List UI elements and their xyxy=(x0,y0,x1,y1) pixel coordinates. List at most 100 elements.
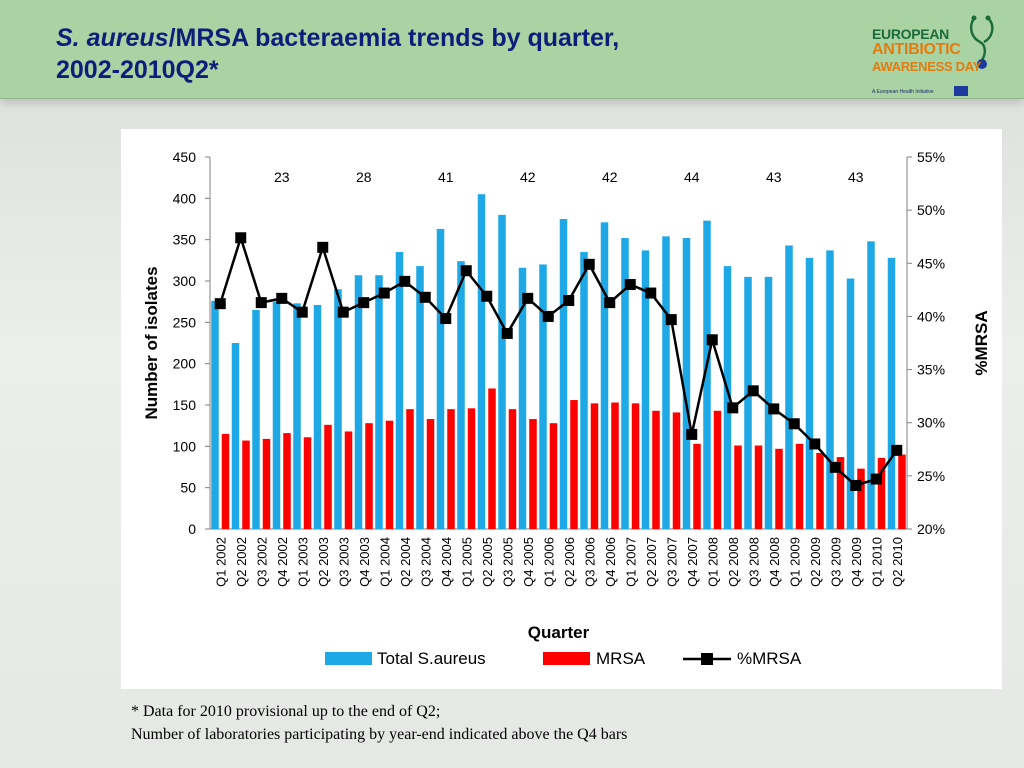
lab-count-annotation: 42 xyxy=(520,169,536,185)
eu-flag-icon xyxy=(954,86,968,96)
bar-mrsa xyxy=(365,423,373,529)
bar-mrsa xyxy=(488,388,496,529)
x-tick-label: Q1 2004 xyxy=(377,537,392,587)
mrsa-percent-point xyxy=(747,385,759,397)
mrsa-percent-point xyxy=(214,298,226,310)
mrsa-percent-point xyxy=(624,279,636,291)
bar-mrsa xyxy=(775,448,783,529)
bar-total-saureus xyxy=(293,303,301,529)
bar-total-saureus xyxy=(252,309,260,529)
bar-total-saureus xyxy=(416,266,424,529)
footnote-line1: * Data for 2010 provisional up to the en… xyxy=(131,703,441,720)
bar-mrsa xyxy=(467,408,476,529)
x-tick-label: Q3 2008 xyxy=(746,537,761,587)
bar-mrsa xyxy=(570,400,578,529)
bar-mrsa xyxy=(631,403,640,529)
bar-total-saureus xyxy=(211,300,219,529)
bar-total-saureus xyxy=(436,228,445,530)
x-tick-label: Q4 2006 xyxy=(603,537,618,587)
x-tick-label: Q3 2004 xyxy=(418,537,433,587)
mrsa-percent-point xyxy=(522,292,534,304)
lab-count-annotation: 41 xyxy=(438,169,454,185)
left-tick-label: 200 xyxy=(173,356,197,372)
x-tick-label: Q2 2005 xyxy=(480,537,495,587)
bar-mrsa xyxy=(754,445,763,529)
mrsa-percent-point xyxy=(870,473,882,485)
mrsa-percent-point xyxy=(460,265,472,277)
bar-mrsa xyxy=(303,437,312,529)
x-tick-label: Q4 2004 xyxy=(439,537,454,587)
mrsa-percent-point xyxy=(255,297,267,309)
x-tick-label: Q3 2005 xyxy=(500,537,515,587)
bar-mrsa xyxy=(508,409,517,529)
lab-count-annotation: 23 xyxy=(274,169,290,185)
lab-count-annotation: 43 xyxy=(848,169,864,185)
x-tick-label: Q1 2010 xyxy=(869,537,884,587)
legend-swatch-mrsa xyxy=(543,652,590,665)
mrsa-percent-point xyxy=(563,294,575,306)
mrsa-percent-point xyxy=(686,428,698,440)
mrsa-percent-point xyxy=(829,461,841,473)
x-tick-label: Q4 2008 xyxy=(767,537,782,587)
chart-panel: 0 50 100 150 200 250 300 350 400 450 20% 25% 30% 35% 4… xyxy=(121,129,1002,689)
left-tick-label: 350 xyxy=(173,232,197,248)
x-tick-label: Q3 2007 xyxy=(664,537,679,587)
mrsa-percent-point xyxy=(276,292,288,304)
mrsa-percent-point xyxy=(317,241,329,253)
bar-mrsa xyxy=(836,457,845,529)
legend-swatch-marker xyxy=(701,653,713,665)
lab-count-annotation: 43 xyxy=(766,169,782,185)
bar-total-saureus xyxy=(723,266,732,529)
legend-label-percent: %MRSA xyxy=(737,649,802,668)
bar-total-saureus xyxy=(826,250,834,529)
left-tick-label: 0 xyxy=(188,521,196,537)
left-tick-label: 150 xyxy=(173,397,197,413)
bar-mrsa xyxy=(795,443,804,529)
bar-mrsa xyxy=(652,410,660,529)
legend-swatch-total xyxy=(325,652,372,665)
x-tick-label: Q1 2005 xyxy=(459,537,474,587)
left-tick-label: 250 xyxy=(173,314,197,330)
bar-mrsa xyxy=(734,445,742,529)
x-tick-label: Q3 2003 xyxy=(336,537,351,587)
x-tick-label: Q3 2006 xyxy=(582,537,597,587)
left-tick-label: 100 xyxy=(173,438,197,454)
y-axis-title: Number of isolates xyxy=(142,266,161,419)
bar-mrsa xyxy=(857,468,865,529)
left-tick-label: 400 xyxy=(173,190,197,206)
x-axis-title: Quarter xyxy=(528,623,590,642)
bar-mrsa xyxy=(283,433,291,529)
mrsa-percent-point xyxy=(419,291,431,303)
lab-count-annotation: 44 xyxy=(684,169,700,185)
bar-total-saureus xyxy=(457,261,465,529)
bar-total-saureus xyxy=(539,264,547,529)
right-tick-label: 35% xyxy=(917,362,945,378)
x-tick-label: Q4 2003 xyxy=(357,537,372,587)
x-tick-label: Q2 2009 xyxy=(808,537,823,587)
mrsa-percent-point xyxy=(542,310,554,322)
x-tick-label: Q4 2005 xyxy=(521,537,536,587)
x-tick-label: Q1 2002 xyxy=(213,537,228,587)
mrsa-percent-point xyxy=(768,403,780,415)
x-tick-label: Q2 2004 xyxy=(398,537,413,587)
mrsa-percent-line xyxy=(219,233,898,487)
x-tick-label: Q4 2002 xyxy=(275,537,290,587)
x-tick-label: Q1 2009 xyxy=(787,537,802,587)
x-tick-label: Q1 2006 xyxy=(541,537,556,587)
right-tick-label: 40% xyxy=(917,308,945,324)
logo-line2: ANTIBIOTIC xyxy=(872,41,961,58)
mrsa-percent-point xyxy=(337,306,349,318)
bar-total-saureus xyxy=(498,214,506,529)
mrsa-percent-point xyxy=(645,287,657,299)
title-species: S. aureus xyxy=(56,24,169,52)
bar-mrsa xyxy=(324,424,332,529)
bar-mrsa xyxy=(529,419,537,529)
bar-mrsa xyxy=(385,420,394,529)
bar-total-saureus xyxy=(887,257,896,529)
x-tick-label: Q2 2006 xyxy=(562,537,577,587)
bar-total-saureus xyxy=(518,267,527,529)
left-tick-label: 300 xyxy=(173,273,197,289)
bar-mrsa xyxy=(816,452,824,529)
left-tick-label: 50 xyxy=(180,480,196,496)
eaad-logo: EUROPEAN ANTIBIOTIC AWARENESS DAY A Euro… xyxy=(866,14,1006,98)
